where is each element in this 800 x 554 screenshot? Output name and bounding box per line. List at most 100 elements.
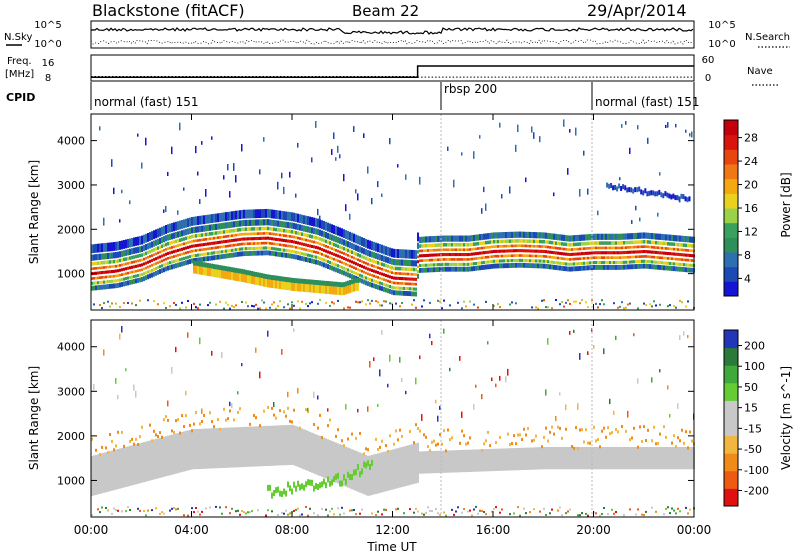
power-cell	[163, 258, 165, 262]
power-cell	[285, 277, 287, 282]
power-cell	[251, 209, 253, 219]
power-cell	[385, 300, 387, 303]
power-cell	[303, 242, 305, 247]
velocity-cell	[461, 449, 463, 473]
power-cell	[257, 307, 259, 310]
velocity-cell	[175, 433, 177, 474]
power-cell	[495, 239, 497, 244]
power-cell	[531, 232, 533, 239]
power-cell	[359, 259, 361, 262]
power-cell	[427, 263, 429, 267]
power-cell	[191, 249, 193, 253]
velocity-cell	[111, 512, 113, 515]
velocity-colorbar-swatches	[724, 330, 738, 507]
power-cell	[191, 254, 193, 258]
power-cell	[685, 258, 687, 262]
velocity-cell	[235, 427, 237, 468]
velocity-cell	[253, 414, 255, 417]
power-cell	[247, 237, 249, 241]
power-cell	[117, 274, 119, 277]
power-cell	[469, 242, 471, 247]
power-cell	[529, 249, 531, 253]
power-cell	[527, 263, 529, 268]
power-cell	[159, 255, 161, 259]
power-cell	[625, 306, 627, 309]
power-cell	[159, 260, 161, 264]
velocity-cell	[427, 451, 429, 474]
power-cell	[658, 189, 661, 195]
power-cell	[305, 284, 307, 293]
power-cell	[465, 258, 467, 261]
power-cell	[215, 264, 217, 270]
power-cell	[289, 253, 291, 259]
power-cell	[459, 253, 461, 257]
velocity-cell	[517, 448, 519, 471]
power-cell	[347, 258, 349, 262]
power-cell	[251, 246, 253, 251]
power-cell	[473, 151, 475, 159]
power-cell	[655, 304, 657, 307]
power-cell	[403, 290, 405, 296]
power-cell	[257, 227, 259, 231]
power-cell	[317, 280, 319, 286]
power-cell	[181, 261, 183, 267]
power-cell	[141, 263, 143, 267]
velocity-cell	[443, 511, 445, 514]
power-cell	[335, 249, 337, 252]
power-cell	[606, 182, 609, 188]
power-cell	[537, 254, 539, 258]
power-cell	[247, 232, 249, 236]
power-cell	[637, 245, 639, 249]
velocity-cell	[241, 427, 243, 468]
velocity-cell	[617, 430, 619, 434]
power-cell	[511, 254, 513, 258]
power-cell	[257, 219, 259, 226]
velocity-cell	[387, 449, 389, 453]
power-cell	[375, 300, 377, 303]
power-cell	[515, 302, 517, 305]
power-cell	[323, 231, 325, 238]
power-cell	[215, 246, 217, 250]
power-cell	[665, 256, 667, 260]
colorbar-tick-label: 100	[744, 360, 765, 373]
power-cell	[331, 247, 333, 250]
power-cell	[161, 268, 163, 274]
power-cell	[273, 237, 275, 241]
power-cell	[599, 233, 601, 240]
power-cell	[595, 261, 597, 265]
power-cell	[553, 256, 555, 259]
power-cell	[631, 240, 633, 245]
power-cell	[211, 237, 213, 240]
power-cell	[241, 268, 243, 274]
power-cell	[617, 251, 619, 255]
velocity-cell	[653, 425, 655, 429]
power-cell	[277, 181, 279, 190]
power-cell	[327, 222, 329, 232]
velocity-cell	[131, 445, 133, 486]
power-cell	[683, 258, 685, 262]
power-cell	[197, 171, 199, 176]
power-cell	[133, 255, 135, 259]
power-cell	[357, 301, 359, 304]
velocity-cell	[561, 514, 563, 517]
power-cell	[551, 233, 553, 240]
power-cell	[657, 260, 659, 264]
power-cell	[555, 299, 557, 301]
power-cell	[297, 300, 299, 303]
power-cell	[309, 234, 311, 238]
power-cell	[235, 220, 237, 228]
velocity-cell	[275, 487, 277, 494]
power-cell	[521, 231, 523, 238]
velocity-cell	[261, 426, 263, 467]
power-cell	[377, 276, 379, 279]
velocity-cell	[207, 428, 209, 469]
velocity-cell	[165, 415, 167, 419]
power-cell	[660, 192, 663, 198]
velocity-cell	[269, 425, 271, 466]
power-cell	[425, 249, 427, 252]
power-cell	[159, 265, 161, 269]
velocity-cell	[485, 439, 487, 443]
power-cell	[339, 269, 341, 274]
power-cell	[487, 260, 489, 264]
power-cell	[687, 263, 689, 267]
